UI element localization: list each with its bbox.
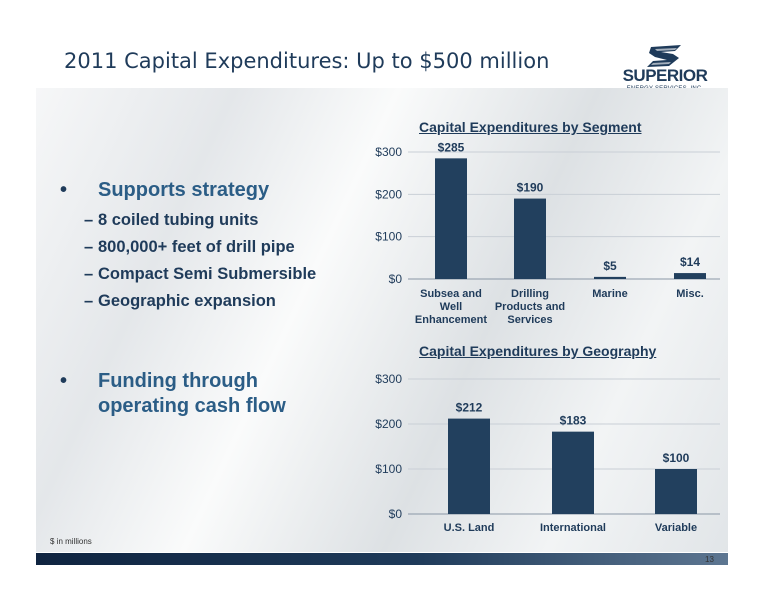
segment-bar-chart: $0 $100 $200 $300 $285 Subsea andWellEnhancem… bbox=[375, 140, 720, 326]
sub-bullet-geographic: – Geographic expansion bbox=[60, 288, 360, 315]
segment-category-label: Services bbox=[507, 314, 552, 326]
geography-y-tick-label: $300 bbox=[375, 372, 402, 386]
bullet-funding: • Funding through operating cash flow bbox=[60, 369, 360, 419]
segment-bar bbox=[514, 198, 546, 279]
segment-y-tick-label: $200 bbox=[375, 187, 402, 201]
segment-bar bbox=[435, 158, 467, 279]
bullet-dot-icon: • bbox=[60, 370, 68, 392]
geography-bar bbox=[552, 431, 594, 514]
dash-icon: – bbox=[84, 292, 94, 310]
segment-category-label: Well bbox=[440, 301, 462, 313]
segment-data-label: $14 bbox=[680, 255, 700, 269]
bullet-list: • Supports strategy –8 coiled tubing uni… bbox=[60, 178, 360, 419]
footnote: $ in millions bbox=[50, 537, 92, 546]
geography-category-label: Variable bbox=[655, 522, 697, 534]
segment-category-label: Subsea and bbox=[420, 288, 482, 300]
segment-category-label: Marine bbox=[592, 288, 627, 300]
geography-bar-chart: $0 $100 $200 $300 $212 U.S. Land $183 Internati… bbox=[375, 372, 720, 534]
page-number: 13 bbox=[705, 555, 714, 564]
segment-y-tick-label: $100 bbox=[375, 230, 402, 244]
sub-bullet-text: 800,000+ feet of drill pipe bbox=[98, 238, 295, 256]
segment-data-label: $285 bbox=[438, 140, 465, 154]
segment-data-label: $5 bbox=[603, 259, 617, 273]
bullet-text: Supports strategy bbox=[98, 179, 270, 201]
dash-icon: – bbox=[84, 211, 94, 229]
chart-title-geography: Capital Expenditures by Geography bbox=[419, 343, 657, 359]
segment-category-label: Enhancement bbox=[415, 314, 487, 326]
chart-title-segment: Capital Expenditures by Segment bbox=[419, 119, 642, 135]
segment-data-label: $190 bbox=[517, 181, 544, 195]
logo-mark-icon bbox=[647, 45, 681, 67]
page-title: 2011 Capital Expenditures: Up to $500 mi… bbox=[64, 49, 550, 73]
bottom-bar bbox=[36, 553, 728, 565]
logo-wordmark: SUPERIOR bbox=[622, 66, 708, 85]
segment-y-tick-label: $300 bbox=[375, 145, 402, 159]
geography-category-label: International bbox=[540, 522, 606, 534]
geography-data-label: $183 bbox=[560, 414, 587, 428]
sub-bullet-drill-pipe: –800,000+ feet of drill pipe bbox=[60, 234, 360, 261]
bullet-text-line-1: Funding through bbox=[98, 370, 258, 392]
geography-bar bbox=[448, 418, 490, 514]
sub-bullet-coiled-tubing: –8 coiled tubing units bbox=[60, 207, 360, 234]
content-background bbox=[36, 88, 728, 552]
sub-bullet-list: –8 coiled tubing units –800,000+ feet of… bbox=[60, 207, 360, 315]
sub-bullet-text: Compact Semi Submersible bbox=[98, 265, 317, 283]
geography-data-label: $212 bbox=[456, 401, 483, 415]
dash-icon: – bbox=[84, 238, 94, 256]
geography-data-label: $100 bbox=[663, 451, 690, 465]
bullet-dot-icon: • bbox=[60, 179, 68, 201]
segment-bar bbox=[674, 273, 706, 279]
segment-category-label: Misc. bbox=[676, 288, 704, 300]
geography-category-label: U.S. Land bbox=[444, 522, 495, 534]
segment-category-label: Products and bbox=[495, 301, 565, 313]
geography-y-tick-label: $0 bbox=[389, 507, 403, 521]
bullet-text-line-2: operating cash flow bbox=[98, 395, 286, 417]
geography-y-tick-label: $200 bbox=[375, 417, 402, 431]
geography-y-tick-label: $100 bbox=[375, 462, 402, 476]
bullet-supports-strategy: • Supports strategy bbox=[60, 178, 360, 203]
sub-bullet-text: 8 coiled tubing units bbox=[98, 211, 259, 229]
dash-icon: – bbox=[84, 265, 94, 283]
sub-bullet-text: Geographic expansion bbox=[98, 292, 276, 310]
geography-bar bbox=[655, 469, 697, 514]
segment-y-tick-label: $0 bbox=[389, 272, 403, 286]
segment-bar bbox=[594, 276, 626, 279]
segment-category-label: Drilling bbox=[511, 288, 549, 300]
company-logo: SUPERIOR ENERGY SERVICES, INC. bbox=[617, 44, 713, 100]
sub-bullet-semi-submersible: – Compact Semi Submersible bbox=[60, 261, 360, 288]
